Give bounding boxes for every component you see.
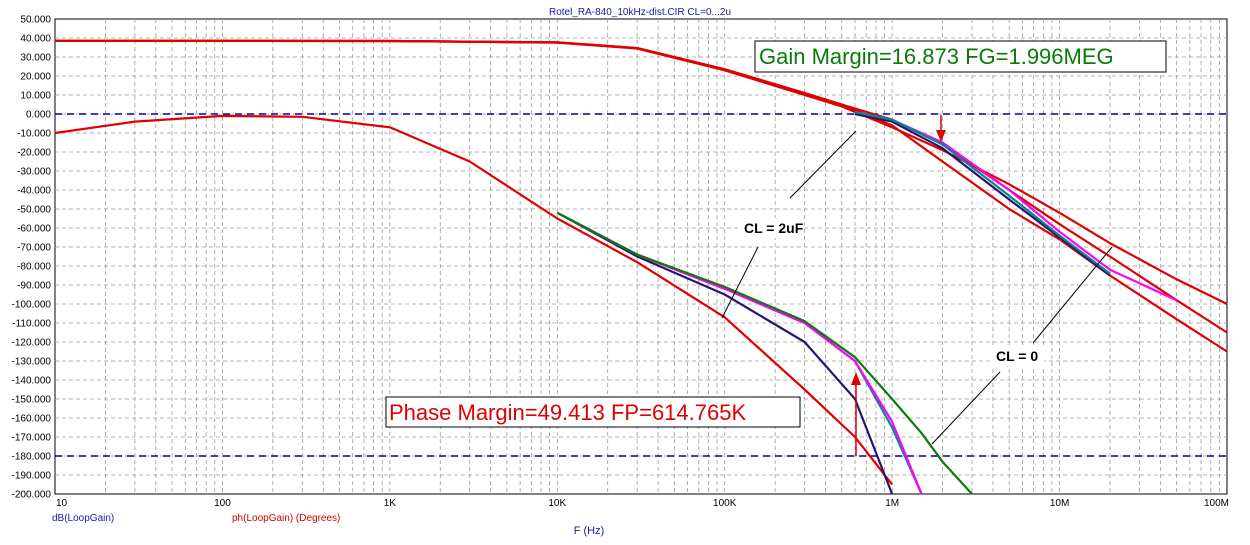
- y-tick-label: -140.000: [12, 376, 52, 387]
- gain-margin-label: Gain Margin=16.873 FG=1.996MEG: [759, 44, 1114, 69]
- y-tick-label: 30.000: [20, 53, 51, 64]
- y-tick-label: -10.000: [17, 129, 51, 140]
- chart-title: Rotel_RA-840_10kHz-dist.CIR CL=0...2u: [549, 7, 731, 18]
- cl-0-pointer-gain: [1032, 246, 1113, 344]
- phase-series-line: [54, 114, 893, 486]
- cl-2uf-pointer-gain: [789, 130, 857, 199]
- x-tick-label: 100K: [713, 498, 737, 509]
- y-tick-label: -60.000: [17, 224, 51, 235]
- phase-margin-box: [385, 396, 801, 428]
- legend-gain: dB(LoopGain): [52, 513, 114, 524]
- y-tick-label: -80.000: [17, 262, 51, 273]
- y-tick-label: -180.000: [12, 452, 52, 463]
- grid-lines: [55, 19, 1227, 494]
- x-tick-label: 1M: [885, 498, 899, 509]
- y-tick-label: -40.000: [17, 186, 51, 197]
- y-tick-label: -130.000: [12, 357, 52, 368]
- y-tick-label: -160.000: [12, 414, 52, 425]
- gain-margin-arrowhead: [936, 130, 946, 142]
- y-tick-label: -100.000: [12, 300, 52, 311]
- cl-0-pointer-phase: [931, 371, 1001, 445]
- y-tick-label: -30.000: [17, 167, 51, 178]
- x-axis-label: F (Hz): [574, 525, 605, 537]
- x-tick-label: 10: [56, 498, 68, 509]
- y-tick-label: -200.000: [12, 490, 52, 501]
- y-tick-label: -20.000: [17, 148, 51, 159]
- y-tick-labels: 50.000 40.000 30.000 20.000 10.000 0.000 -10.0…: [12, 15, 52, 501]
- phase-margin-arrowhead: [851, 372, 861, 385]
- y-tick-label: 40.000: [20, 34, 51, 45]
- cl-0-label: CL = 0: [996, 348, 1038, 364]
- y-tick-label: -150.000: [12, 395, 52, 406]
- y-tick-label: 10.000: [20, 91, 51, 102]
- gain-series-line: [854, 112, 1111, 277]
- series-lines: [54, 39, 1228, 495]
- y-tick-label: -120.000: [12, 338, 52, 349]
- phase-series-line: [556, 211, 894, 495]
- x-tick-labels: 10 100 1K 10K 100K 1M 10M 100M: [56, 498, 1229, 509]
- cl-2uf-pointer-phase: [721, 246, 759, 319]
- y-tick-label: -190.000: [12, 471, 52, 482]
- cl-2uf-label-bg: [740, 218, 802, 238]
- x-tick-label: 10K: [548, 498, 566, 509]
- y-tick-label: -70.000: [17, 243, 51, 254]
- phase-series-line: [556, 211, 973, 495]
- y-tick-label: 20.000: [20, 72, 51, 83]
- legend-phase: ph(LoopGain) (Degrees): [232, 513, 340, 524]
- y-tick-label: 50.000: [20, 15, 51, 26]
- gain-margin-box: [754, 40, 1167, 73]
- y-tick-label: -170.000: [12, 433, 52, 444]
- x-tick-label: 1K: [384, 498, 397, 509]
- gain-series-line: [854, 111, 1111, 275]
- y-tick-label: 0.000: [26, 110, 51, 121]
- reference-lines: [55, 113, 1227, 457]
- x-tick-label: 100M: [1204, 498, 1229, 509]
- y-tick-label: -110.000: [12, 319, 51, 330]
- annotation-markers: [721, 115, 1113, 456]
- cl-2uf-label: CL = 2uF: [744, 220, 804, 236]
- x-tick-label: 100: [214, 498, 231, 509]
- plot-frame: [54, 18, 1228, 495]
- y-tick-label: -50.000: [17, 205, 51, 216]
- cl-0-label-bg: [992, 346, 1044, 366]
- phase-margin-label: Phase Margin=49.413 FP=614.765K: [389, 400, 746, 425]
- y-tick-label: -90.000: [17, 281, 51, 292]
- x-tick-label: 10M: [1050, 498, 1069, 509]
